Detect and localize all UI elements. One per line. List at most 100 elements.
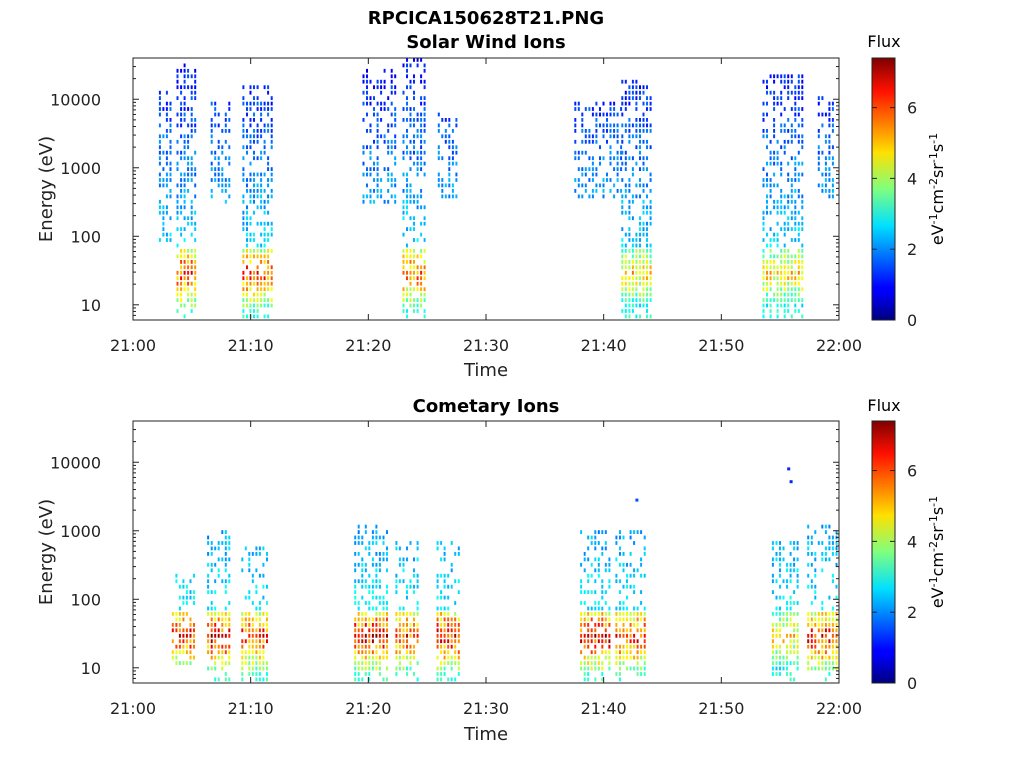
heatmap-cell (253, 292, 255, 297)
heatmap-cell (436, 573, 439, 578)
heatmap-cell (606, 172, 608, 177)
heatmap-cell (420, 221, 423, 226)
heatmap-cell (354, 617, 357, 622)
heatmap-cell (444, 129, 447, 133)
heatmap-cell (440, 639, 443, 644)
heatmap-cell (256, 303, 259, 308)
heatmap-cell (409, 579, 412, 584)
heatmap-cell (228, 118, 231, 122)
heatmap-cell (783, 309, 786, 313)
heatmap-cell (454, 623, 457, 627)
heatmap-cell (436, 579, 439, 584)
heatmap-cell (615, 579, 618, 584)
heatmap-cell (423, 139, 426, 144)
heatmap-cell (793, 601, 796, 605)
heatmap-cell (383, 134, 386, 139)
heatmap-cell (371, 655, 374, 660)
heatmap-cell (354, 541, 357, 545)
heatmap-cell (583, 557, 586, 562)
heatmap-cell (622, 584, 625, 589)
heatmap-cell (183, 134, 186, 139)
heatmap-cell (214, 612, 217, 616)
heatmap-cell (581, 183, 584, 188)
heatmap-cell (224, 183, 227, 188)
heatmap-cell (440, 633, 443, 638)
heatmap-cell (787, 85, 790, 90)
heatmap-cell (249, 270, 252, 275)
heatmap-cell (606, 178, 608, 182)
heatmap-cell (783, 74, 786, 79)
heatmap-cell (801, 90, 804, 95)
heatmap-cell (406, 205, 408, 210)
heatmap-cell (373, 189, 375, 193)
heatmap-cell (187, 254, 190, 259)
heatmap-cell (443, 546, 446, 551)
heatmap-cell (789, 568, 792, 573)
heatmap-cell (766, 79, 768, 84)
heatmap-cell (224, 541, 227, 545)
heatmap-cell (423, 287, 426, 292)
heatmap-cell (766, 183, 768, 188)
heatmap-cell (762, 309, 765, 313)
heatmap-cell (831, 628, 834, 633)
heatmap-cell (580, 661, 583, 665)
heatmap-cell (263, 205, 266, 210)
heatmap-cell (608, 644, 611, 649)
heatmap-cell (583, 601, 586, 605)
heatmap-cell (267, 90, 270, 95)
colorbar-tick-label: 4 (907, 169, 917, 188)
heatmap-cell (194, 183, 197, 188)
heatmap-cell (762, 129, 765, 133)
heatmap-cell (613, 183, 616, 188)
heatmap-cell (646, 167, 648, 171)
heatmap-cell (451, 150, 454, 155)
heatmap-cell (270, 139, 273, 144)
heatmap-cell (786, 612, 788, 616)
heatmap-cell (807, 552, 810, 556)
heatmap-cell (162, 150, 165, 155)
heatmap-cell (255, 546, 258, 551)
heatmap-cell (246, 292, 248, 297)
heatmap-cell (406, 644, 408, 649)
heatmap-cell (409, 292, 412, 297)
heatmap-cell (635, 232, 638, 237)
heatmap-cell (364, 524, 367, 529)
heatmap-cell (635, 161, 638, 166)
heatmap-cell (624, 287, 627, 292)
heatmap-cell (797, 254, 800, 259)
heatmap-cell (639, 260, 641, 264)
heatmap-cell (773, 238, 776, 242)
heatmap-cell (266, 601, 268, 605)
heatmap-cell (773, 276, 776, 281)
heatmap-cell (786, 655, 788, 660)
heatmap-cell (814, 650, 817, 655)
heatmap-cell (402, 249, 405, 253)
heatmap-cell (807, 666, 810, 671)
heatmap-cell (256, 221, 259, 226)
heatmap-cell (263, 314, 266, 319)
heatmap-cell (440, 661, 443, 665)
heatmap-cell (224, 617, 227, 622)
heatmap-cell (574, 178, 577, 182)
heatmap-cell (821, 524, 824, 529)
heatmap-cell (260, 189, 263, 193)
heatmap-cell (615, 661, 618, 665)
heatmap-cell (416, 623, 419, 627)
heatmap-cell (448, 178, 451, 182)
heatmap-cell (776, 309, 779, 313)
heatmap-cell (633, 568, 636, 573)
heatmap-cell (183, 172, 186, 177)
heatmap-cell (783, 270, 786, 275)
heatmap-cell (807, 584, 810, 589)
heatmap-cell (364, 644, 367, 649)
heatmap-cell (357, 541, 360, 545)
heatmap-cell (158, 101, 161, 106)
heatmap-cell (457, 628, 460, 633)
heatmap-cell (769, 194, 772, 199)
heatmap-cell (354, 666, 357, 671)
heatmap-cell (787, 298, 790, 302)
heatmap-cell (631, 298, 634, 302)
heatmap-cell (362, 194, 365, 199)
heatmap-cell (642, 205, 645, 210)
heatmap-cell (214, 150, 217, 155)
